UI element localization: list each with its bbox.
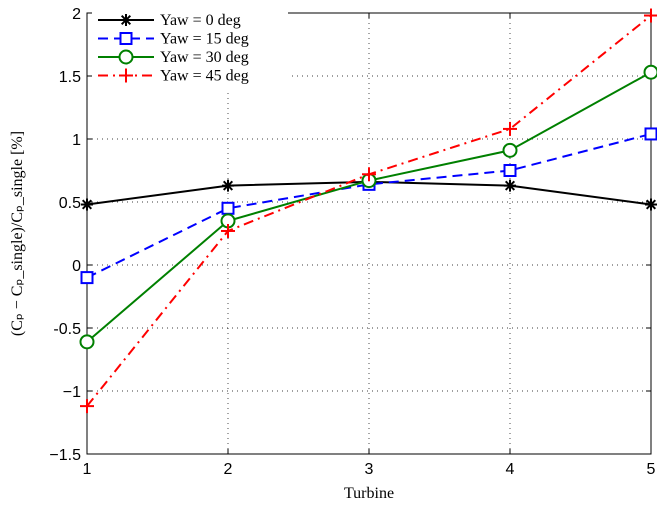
marker-square bbox=[221, 201, 235, 215]
legend-item: Yaw = 45 deg bbox=[98, 68, 249, 85]
data-point bbox=[504, 179, 516, 192]
data-point bbox=[643, 64, 657, 80]
marker-square bbox=[80, 271, 94, 285]
data-point bbox=[80, 271, 94, 285]
marker-stroke bbox=[645, 199, 657, 210]
y-axis-title: (Cₚ − Cₚ_single)/Cₚ_single [%] bbox=[9, 131, 26, 336]
data-point bbox=[362, 167, 376, 182]
x-axis-title: Turbine bbox=[344, 485, 394, 502]
x-tick-label: 1 bbox=[83, 461, 92, 478]
marker-stroke bbox=[504, 180, 516, 191]
marker-square bbox=[119, 32, 133, 45]
data-point bbox=[79, 334, 95, 350]
legend-label: Yaw = 15 deg bbox=[160, 31, 249, 48]
data-point bbox=[119, 68, 133, 83]
series-line bbox=[86, 132, 652, 279]
data-point bbox=[120, 14, 132, 26]
axes-box bbox=[86, 12, 652, 455]
y-tick-label: 1.5 bbox=[59, 69, 81, 86]
legend-item: Yaw = 30 deg bbox=[98, 49, 249, 66]
marker-circle bbox=[118, 49, 134, 65]
marker-stroke bbox=[81, 199, 93, 210]
data-point bbox=[119, 32, 133, 45]
data-point bbox=[222, 179, 234, 192]
data-point bbox=[644, 127, 657, 141]
legend-label: Yaw = 45 deg bbox=[160, 68, 249, 85]
y-tick-label: 1 bbox=[72, 132, 81, 149]
data-point bbox=[221, 223, 235, 238]
y-tick-label: −1 bbox=[63, 384, 81, 401]
legend-label: Yaw = 0 deg bbox=[160, 12, 241, 29]
y-tick-label: 0.5 bbox=[59, 195, 81, 212]
legend-item: Yaw = 15 deg bbox=[98, 31, 249, 48]
series-3 bbox=[80, 8, 657, 414]
x-tick-label: 5 bbox=[647, 461, 656, 478]
data-point bbox=[221, 201, 235, 215]
x-tick-label: 2 bbox=[224, 461, 233, 478]
data-point bbox=[80, 399, 94, 414]
x-tick-label: 4 bbox=[506, 461, 515, 478]
y-tick-label: −1.5 bbox=[49, 447, 81, 464]
marker-circle bbox=[643, 64, 657, 80]
x-tick-label: 3 bbox=[365, 461, 374, 478]
marker-square bbox=[644, 127, 657, 141]
data-point bbox=[502, 142, 518, 158]
marker-circle bbox=[79, 334, 95, 350]
data-point bbox=[645, 198, 657, 211]
legend-label: Yaw = 30 deg bbox=[160, 49, 249, 66]
data-point bbox=[503, 164, 517, 177]
data-point bbox=[81, 198, 93, 211]
marker-circle bbox=[502, 142, 518, 158]
marker-stroke bbox=[222, 180, 234, 191]
y-tick-label: -0.5 bbox=[53, 321, 81, 338]
data-point bbox=[503, 121, 517, 136]
marker-square bbox=[503, 164, 517, 177]
y-tick-label: 2 bbox=[72, 6, 81, 23]
legend-item: Yaw = 0 deg bbox=[98, 12, 241, 29]
data-point bbox=[118, 49, 134, 65]
y-tick-label: 0 bbox=[72, 258, 81, 275]
data-point bbox=[644, 8, 657, 23]
marker-stroke bbox=[120, 14, 132, 26]
